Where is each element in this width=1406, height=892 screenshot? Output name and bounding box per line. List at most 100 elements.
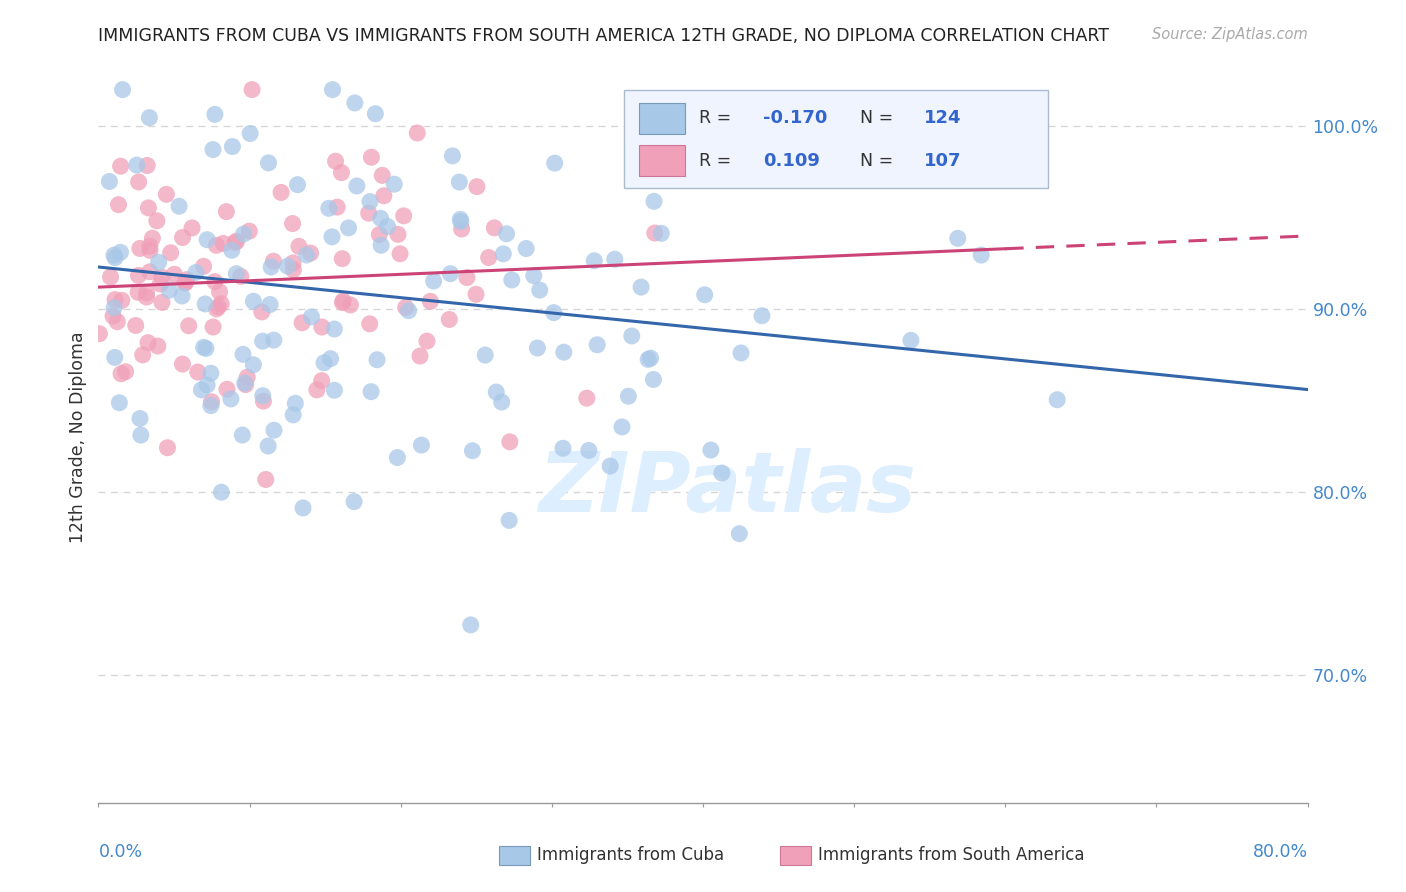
Point [599,458,621,473]
Point [209,485,232,500]
Point [136,159,159,173]
Point [194,342,217,356]
Point [111,82,134,96]
Point [129,411,152,425]
Point [257,156,280,170]
Point [662,145,685,160]
Point [370,211,392,226]
Point [110,367,132,381]
Point [321,229,343,244]
Text: N =: N = [860,109,898,128]
Point [364,106,387,120]
Point [125,158,148,172]
Text: Immigrants from South America: Immigrants from South America [818,847,1085,864]
Point [312,356,335,370]
Point [174,275,197,289]
Point [620,329,643,343]
Point [139,239,162,253]
Point [643,194,665,209]
Point [330,252,353,266]
FancyBboxPatch shape [624,90,1047,188]
Point [193,340,215,354]
Point [252,389,274,403]
Point [357,206,380,220]
Point [343,494,366,508]
Point [460,618,482,632]
Point [501,273,523,287]
Point [238,224,260,238]
Point [98,174,121,188]
Point [231,428,253,442]
Point [450,222,472,236]
Point [368,227,391,242]
Point [360,150,382,164]
Point [173,276,195,290]
Point [650,227,672,241]
Point [224,235,246,250]
Point [359,194,381,209]
Point [242,358,264,372]
Point [449,175,471,189]
Point [232,347,254,361]
Text: R =: R = [699,152,737,169]
Point [465,179,488,194]
Point [219,392,242,406]
Point [301,310,323,324]
Point [291,316,314,330]
Point [441,149,464,163]
Point [640,351,662,366]
Point [195,378,218,392]
Point [411,438,433,452]
Point [110,245,132,260]
Text: -0.170: -0.170 [763,109,828,128]
Point [262,254,284,268]
Point [225,267,247,281]
Point [491,395,513,409]
Point [177,318,200,333]
Point [339,298,361,312]
Point [543,305,565,319]
Point [138,201,160,215]
Point [583,253,606,268]
Text: N =: N = [860,152,898,169]
Point [603,252,626,267]
Point [215,204,238,219]
Point [277,259,299,273]
Point [586,338,609,352]
Point [498,513,520,527]
Point [176,273,198,287]
Point [337,220,360,235]
Point [146,339,169,353]
Point [114,365,136,379]
Point [108,396,131,410]
Point [373,188,395,202]
Point [136,335,159,350]
Point [284,396,307,410]
Point [128,175,150,189]
Point [263,333,285,347]
Point [146,214,169,228]
Point [330,165,353,179]
Point [322,82,344,96]
Point [305,383,328,397]
Point [138,111,160,125]
Point [215,382,238,396]
Point [172,357,194,371]
Point [156,441,179,455]
Point [332,295,354,310]
Point [135,285,157,300]
Point [946,231,969,245]
Point [461,443,484,458]
Point [529,283,551,297]
Point [125,318,148,333]
Point [149,277,172,291]
Point [700,443,723,458]
Point [360,384,382,399]
Point [346,178,368,193]
Point [105,315,128,329]
Point [710,466,733,480]
Text: Immigrants from Cuba: Immigrants from Cuba [537,847,724,864]
Point [104,251,127,265]
Point [389,247,412,261]
Bar [638,103,685,134]
